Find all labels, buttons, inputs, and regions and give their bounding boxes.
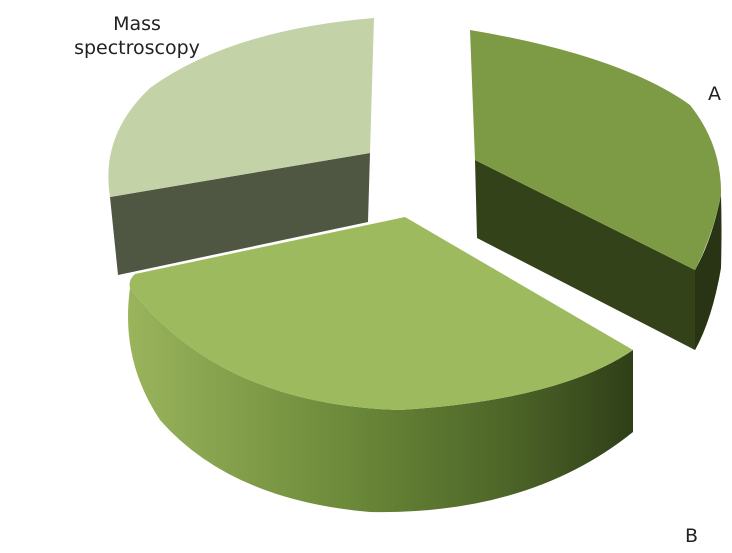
- pie-slice-b-side: [128, 288, 633, 513]
- pie-slice-a: [470, 30, 722, 350]
- pie-slice-b: [128, 217, 634, 513]
- slice-label-mass-spectroscopy: Mass spectroscopy: [74, 13, 200, 59]
- pie-slice-a-outer-wall: [695, 195, 722, 350]
- pie-slice-mass-spectroscopy-top: [108, 18, 374, 197]
- pie-slice-a-top: [470, 30, 722, 270]
- pie-slice-mass-spectroscopy-wall: [110, 153, 370, 275]
- pie-slice-mass-spectroscopy: [108, 18, 374, 275]
- slice-label-a: A: [708, 83, 721, 105]
- pie-slice-b-top: [129, 217, 634, 410]
- slice-label-b: B: [685, 525, 699, 547]
- pie-slice-a-inner-wall: [475, 160, 721, 350]
